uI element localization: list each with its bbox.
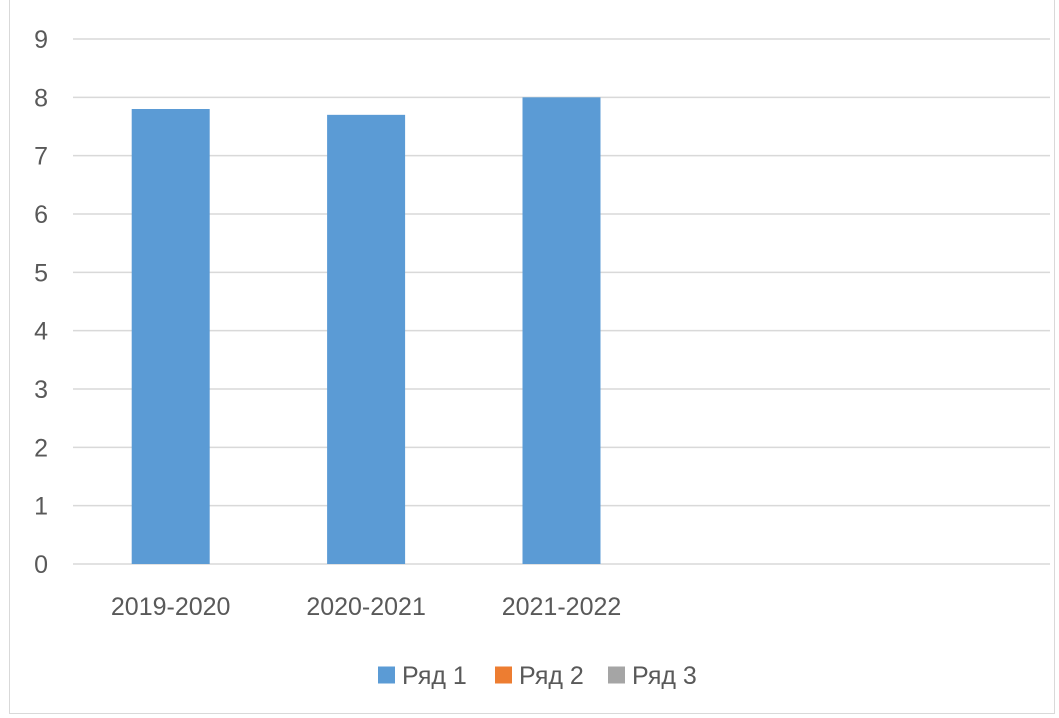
- y-tick-label: 1: [34, 493, 48, 521]
- bar: [131, 109, 210, 564]
- bar: [327, 114, 406, 564]
- legend-label: Ряд 2: [519, 662, 584, 690]
- bars: [131, 97, 601, 564]
- bar: [522, 97, 601, 564]
- x-category-label: 2021-2022: [502, 593, 622, 621]
- y-tick-label: 3: [34, 376, 48, 404]
- y-tick-label: 8: [34, 84, 48, 112]
- legend-swatch: [608, 666, 625, 684]
- y-tick-label: 2: [34, 434, 48, 462]
- x-category-label: 2019-2020: [111, 593, 231, 621]
- y-tick-label: 5: [34, 259, 48, 287]
- legend-label: Ряд 3: [632, 662, 697, 690]
- legend-swatch: [378, 666, 395, 684]
- legend-swatch: [495, 666, 512, 684]
- y-tick-label: 4: [34, 318, 48, 346]
- x-axis-categories: 2019-2020 2020-2021 2021-2022: [111, 593, 621, 621]
- legend: Ряд 1 Ряд 2 Ряд 3: [378, 662, 697, 690]
- y-tick-label: 7: [34, 143, 48, 171]
- x-category-label: 2020-2021: [306, 593, 426, 621]
- y-axis-ticks: 0 1 2 3 4 5 6 7 8 9: [34, 26, 48, 579]
- y-tick-label: 0: [34, 551, 48, 579]
- legend-label: Ряд 1: [402, 662, 467, 690]
- y-tick-label: 9: [34, 26, 48, 54]
- y-tick-label: 6: [34, 201, 48, 229]
